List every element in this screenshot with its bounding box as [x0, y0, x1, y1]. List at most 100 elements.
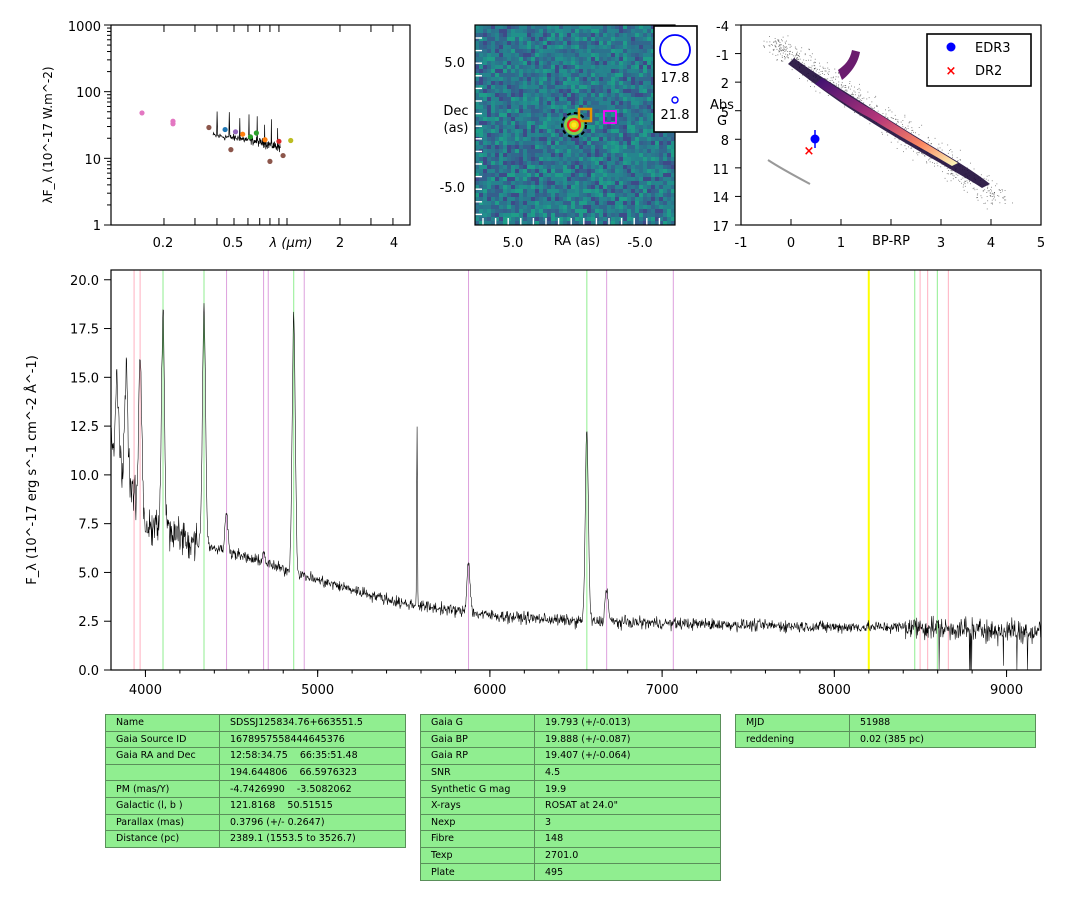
spectrum-ytick-7.5: 7.5 [78, 518, 99, 533]
image-ylabel-dec: Dec [443, 104, 468, 119]
spectrum-xtick-8000: 8000 [818, 683, 851, 698]
sed-point-9 [253, 130, 259, 136]
cmd-xlabel: BP-RP [872, 234, 910, 249]
source-info-row: 194.644806 66.5976323 [105, 763, 406, 782]
gaia-source-square-magenta [603, 110, 617, 124]
cmd-ytick-14: 14 [712, 191, 729, 206]
cmd-xtick-0: 0 [787, 236, 795, 251]
spectrum-plot-frame [110, 269, 1042, 671]
legend-edr3-label: EDR3 [975, 41, 1011, 56]
target-aperture-circle [561, 112, 587, 138]
spectrum-xtick-5000: 5000 [301, 683, 334, 698]
spectrum-ytick-5.0: 5.0 [78, 566, 99, 581]
source-info-key: Gaia Source ID [105, 730, 220, 749]
source-info-value: 194.644806 66.5976323 [219, 763, 406, 782]
dr2-point: × [804, 144, 815, 159]
sed-ytick-1000: 1000 [68, 20, 101, 35]
sed-point-3 [206, 124, 212, 131]
sed-xtick-4: 4 [390, 236, 398, 251]
sed-point-12 [276, 138, 282, 144]
photometry-info-value: 19.888 (+/-0.087) [534, 730, 721, 749]
spectrum-ytick-17.5: 17.5 [70, 323, 99, 338]
sed-point-14 [288, 137, 294, 144]
spectrum-panel: 4000 5000 6000 7000 8000 9000 0.0 2.5 5.0 7.5 10.0… [24, 269, 1042, 698]
legend-bright-circle [659, 34, 691, 66]
source-info-value: 2389.1 (1553.5 to 3526.7) [219, 830, 406, 848]
cmd-ytick--4: -4 [716, 20, 729, 35]
sed-point-4 [222, 126, 228, 133]
source-info-key: Galactic (l, b ) [105, 796, 220, 815]
spectrum-xtick-7000: 7000 [646, 683, 679, 698]
image-ylabel-as: (as) [444, 121, 469, 136]
source-info-key: Gaia RA and Dec [105, 747, 220, 765]
sed-ytick-100: 100 [76, 86, 101, 101]
cmd-ylabel-g: G [717, 114, 727, 129]
spectral-line-markers [133, 270, 949, 670]
spectrum-trace [110, 303, 1042, 671]
photometry-info-value: ROSAT at 24.0" [534, 796, 721, 815]
sed-point-0 [139, 110, 145, 116]
photometry-info-key: Nexp [420, 813, 535, 832]
cmd-xtick--1: -1 [735, 236, 748, 251]
photometry-info-key: Gaia RP [420, 747, 535, 765]
photometry-info-value: 19.407 (+/-0.064) [534, 747, 721, 765]
photometry-info-value: 19.793 (+/-0.013) [534, 714, 721, 732]
image-ytick-m5: -5.0 [440, 181, 465, 196]
sed-axis-ticks [104, 24, 394, 226]
spectrum-ytick-12.5: 12.5 [70, 420, 99, 435]
photometry-info-key: Gaia G [420, 714, 535, 732]
cmd-legend-box [926, 33, 1032, 87]
source-info-value: 0.3796 (+/- 0.2647) [219, 813, 406, 832]
spectrum-line [110, 303, 1042, 671]
source-info-value: SDSSJ125834.76+663551.5 [219, 714, 406, 732]
source-info-key: Parallax (mas) [105, 813, 220, 832]
source-info-row: PM (mas/Y) -4.7426990 -3.5082062 [105, 780, 406, 798]
image-xtick-5: 5.0 [503, 236, 524, 251]
photometry-info-value: 19.9 [534, 780, 721, 798]
photometry-info-key: Gaia BP [420, 730, 535, 749]
source-info-value: 1678957558444645376 [219, 730, 406, 749]
spectrum-ylabel: F_λ (10^-17 erg s^-1 cm^-2 Å^-1) [24, 355, 40, 585]
photometry-info-key: Synthetic G mag [420, 780, 535, 798]
image-xtick-m5: -5.0 [627, 236, 652, 251]
image-ytick-5: 5.0 [444, 56, 465, 71]
photometry-info-row: Gaia RP 19.407 (+/-0.064) [420, 747, 721, 765]
sed-xtick-2: 2 [336, 236, 344, 251]
sed-xlabel: λ (μm) [269, 236, 313, 251]
cmd-panel: × EDR3 × DR2 -4 -1 2 Abs 5 G 8 11 14 17 … [710, 20, 1045, 251]
source-info-key: Distance (pc) [105, 830, 220, 848]
cmd-ytick-8: 8 [721, 134, 729, 149]
cmd-white-dwarf-sequence [767, 159, 811, 185]
spectrum-ytick-20.0: 20.0 [70, 274, 99, 289]
sed-point-6 [232, 129, 239, 135]
cmd-ylabel-abs: Abs [710, 98, 734, 113]
source-info-key [105, 763, 220, 782]
legend-edr3-marker [946, 42, 956, 52]
photometry-info-row: X-rays ROSAT at 24.0" [420, 796, 721, 815]
image-panel: 17.8 21.8 5.0 -5.0 Dec (as) 5.0 -5.0 RA … [440, 24, 698, 251]
cmd-axis-ticks [735, 24, 1042, 226]
cmd-ytick-5: 5 [721, 106, 729, 121]
spectrum-ytick-15.0: 15.0 [70, 371, 99, 386]
legend-faint-mag: 21.8 [661, 108, 690, 123]
cmd-ytick--1: -1 [716, 49, 729, 64]
sed-point-11 [267, 158, 273, 164]
photometry-info-value: 495 [534, 863, 721, 881]
sed-ylabel: λF_λ (10^-17 W.m^-2) [41, 66, 55, 203]
source-info-value: 121.8168 50.51515 [219, 796, 406, 815]
photometry-info-value: 3 [534, 813, 721, 832]
spectrum-xtick-4000: 4000 [129, 683, 162, 698]
cmd-ytick-2: 2 [721, 77, 729, 92]
sed-plot-frame [110, 24, 411, 226]
spectrum-ytick-10.0: 10.0 [70, 469, 99, 484]
source-info-row: Galactic (l, b ) 121.8168 50.51515 [105, 796, 406, 815]
target-marker-circle [566, 117, 582, 133]
photometry-info-row: Texp 2701.0 [420, 846, 721, 865]
cmd-xtick-1: 1 [837, 236, 845, 251]
photometry-info-key: Texp [420, 846, 535, 865]
legend-faint-circle [671, 96, 679, 104]
observation-info-row: reddening 0.02 (385 pc) [735, 730, 1036, 749]
photometry-info-row: Fibre 148 [420, 830, 721, 848]
source-info-key: PM (mas/Y) [105, 780, 220, 798]
sed-xtick-0.5: 0.5 [223, 236, 244, 251]
